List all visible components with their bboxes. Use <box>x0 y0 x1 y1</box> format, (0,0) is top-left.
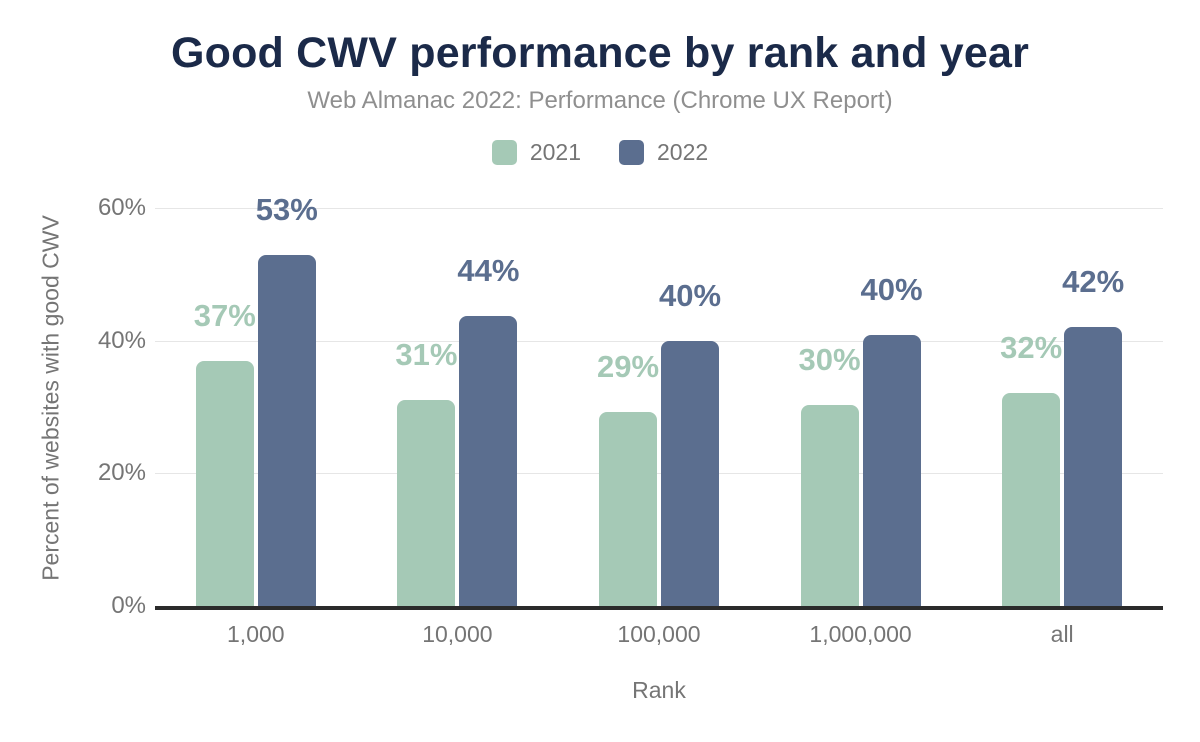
bar-label-2022-all: 42% <box>1062 263 1125 299</box>
x-tick-label-10-000: 10,000 <box>422 621 493 647</box>
bar-label-2021-1-000-000: 30% <box>798 342 861 378</box>
bar-label-2021-100-000: 29% <box>596 348 660 384</box>
bar-groups: 37% 53% 31% 44% 29% 40% 30% 40% 32% 42% <box>155 175 1163 606</box>
bar-label-2022-10-000: 44% <box>457 253 520 289</box>
y-axis-ticks: 0% 20% 40% 60% <box>0 175 146 618</box>
bar-2022-1-000: 53% <box>256 194 318 606</box>
bar-label-2021-all: 32% <box>1000 329 1063 365</box>
bar-label-2022-1-000: 53% <box>255 191 318 227</box>
chart-subtitle: Web Almanac 2022: Performance (Chrome UX… <box>307 87 893 114</box>
x-tick-label-all: all <box>1050 621 1074 647</box>
plot-area: 37% 53% 31% 44% 29% 40% 30% 40% 32% 42% <box>155 175 1163 610</box>
x-axis-ticks: 1,000 10,000 100,000 1,000,000 all <box>155 621 1163 648</box>
bar-label-2022-100-000: 40% <box>658 277 722 313</box>
bar-2021-10-000: 31% <box>395 339 457 606</box>
bar-group-10-000: 31% 44% <box>357 175 559 606</box>
x-tick-label-1-000-000: 1,000,000 <box>809 621 912 647</box>
bar-2022-100-000: 40% <box>659 280 721 606</box>
bar-2022-all: 42% <box>1062 266 1124 606</box>
gridline-40 <box>155 340 1163 342</box>
legend-swatch-2021 <box>491 140 517 165</box>
bar-group-100-000: 29% 40% <box>558 175 760 606</box>
bar-2021-1-000-000: 30% <box>799 344 861 606</box>
chart-title: Good CWV performance by rank and year <box>170 29 1030 77</box>
gridline-20 <box>155 473 1163 475</box>
bar-label-2021-10-000: 31% <box>395 337 458 373</box>
bar-2022-1-000-000: 40% <box>861 274 923 606</box>
legend-label-2022: 2022 <box>657 139 709 165</box>
x-axis-title: Rank <box>632 677 686 703</box>
x-tick-label-100-000: 100,000 <box>617 621 701 647</box>
y-tick-label-60: 60% <box>97 194 146 222</box>
legend-swatch-2022 <box>619 140 644 165</box>
legend-item-2022: 2022 <box>619 139 708 166</box>
y-tick-label-20: 20% <box>97 459 146 487</box>
y-tick-label-0: 0% <box>111 592 146 619</box>
legend-item-2021: 2021 <box>491 139 581 166</box>
bar-group-1-000-000: 30% 40% <box>760 175 962 606</box>
bar-label-2022-1-000-000: 40% <box>860 272 923 308</box>
legend: 2021 2022 <box>0 139 1200 166</box>
bar-2021-all: 32% <box>1000 332 1062 606</box>
gridline-60 <box>155 208 1163 210</box>
bar-2022-10-000: 44% <box>457 255 519 606</box>
x-tick-label-1-000: 1,000 <box>227 621 285 647</box>
bar-group-all: 32% 42% <box>961 175 1163 606</box>
y-tick-label-40: 40% <box>97 326 146 354</box>
bar-group-1-000: 37% 53% <box>155 175 357 606</box>
bar-2021-100-000: 29% <box>597 351 659 606</box>
bar-label-2021-1-000: 37% <box>193 297 256 333</box>
bar-2021-1-000: 37% <box>194 300 256 606</box>
legend-label-2021: 2021 <box>529 139 581 165</box>
